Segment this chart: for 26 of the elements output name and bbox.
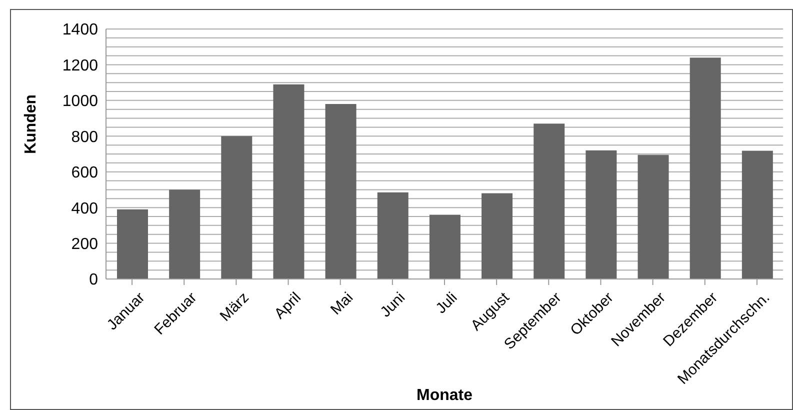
bar — [742, 150, 773, 279]
bar — [117, 209, 148, 279]
bar — [273, 84, 304, 279]
bar — [221, 136, 252, 279]
bar — [638, 154, 669, 279]
y-tick-label: 1000 — [62, 93, 98, 110]
bar — [169, 190, 200, 279]
y-tick-label: 0 — [89, 272, 98, 289]
bar — [482, 193, 513, 279]
x-tick-label: Juni — [377, 289, 409, 321]
bar — [690, 58, 721, 279]
x-tick-label: Mai — [327, 289, 357, 318]
y-tick-label: 200 — [71, 236, 98, 253]
bar — [534, 124, 565, 279]
bar — [586, 150, 617, 279]
y-tick-label: 600 — [71, 164, 98, 182]
y-tick-label: 1200 — [62, 57, 98, 74]
y-tick-label: 1400 — [62, 22, 98, 39]
y-axis-title: Kunden — [22, 94, 40, 154]
y-tick-label: 800 — [71, 128, 98, 146]
y-tick-label: 400 — [71, 200, 98, 218]
x-axis-title: Monate — [416, 387, 473, 404]
x-tick-label: Juli — [432, 289, 461, 318]
bar — [429, 214, 460, 279]
bar — [377, 192, 408, 279]
bar — [325, 104, 356, 279]
